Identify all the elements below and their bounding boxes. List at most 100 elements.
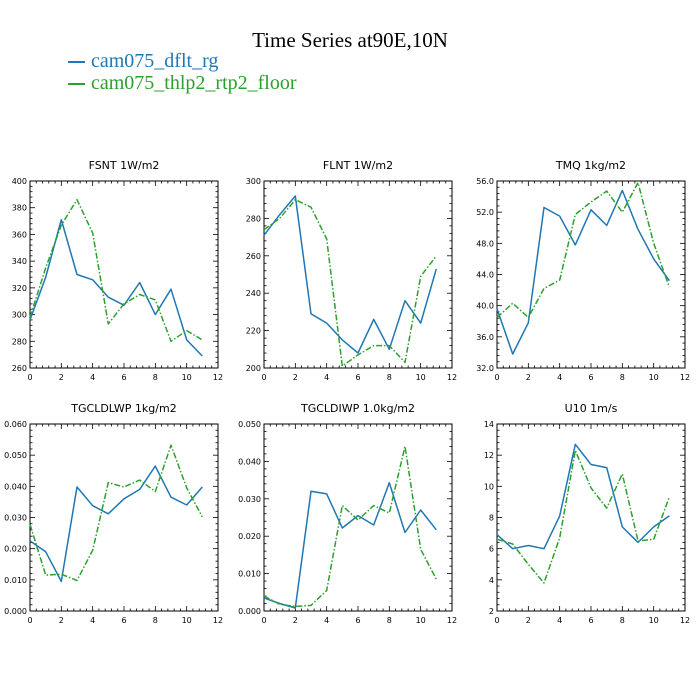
y-tick-label: 6 [489,545,494,554]
panel-3: TGCLDLWP 1kg/m2 0 2 4 6 8 10 12 0.000 0.010 0.020 0… [4,402,223,625]
x-tick-label: 8 [153,373,158,382]
x-tick-label: 4 [90,616,95,625]
y-tick-label: 0.050 [238,420,261,429]
y-tick-label: 12 [484,451,494,460]
panel-title-0: FSNT 1W/m2 [89,159,160,172]
y-tick-label: 14 [484,420,494,429]
series-line-0 [29,465,203,583]
panel-title-4: TGCLDIWP 1.0kg/m2 [300,402,415,415]
y-tick-label: 0.040 [4,482,27,491]
y-tick-label: 0.060 [4,420,27,429]
x-tick-label: 6 [121,616,126,625]
series-line-0 [29,218,203,357]
panel-title-5: U10 1m/s [565,402,618,415]
x-tick-label: 12 [680,373,690,382]
x-tick-label: 12 [213,373,223,382]
x-tick-label: 12 [447,616,457,625]
y-tick-label: 8 [489,514,494,523]
x-tick-label: 10 [416,373,426,382]
x-tick-label: 4 [324,373,329,382]
y-tick-label: 280 [246,214,261,223]
legend-item-1: cam075_thlp2_rtp2_floor [68,72,297,95]
series-line-1 [29,198,203,343]
plot-frame-4 [263,423,453,612]
y-tick-label: 300 [12,311,27,320]
y-tick-label: 300 [246,177,261,186]
series-line-0 [496,443,670,550]
y-tick-label: 0.040 [238,457,261,466]
x-tick-label: 12 [680,616,690,625]
y-tick-label: 10 [484,482,494,491]
series-line-0 [496,189,670,355]
y-tick-label: 52.0 [476,208,494,217]
x-tick-label: 2 [293,616,298,625]
x-tick-label: 10 [182,616,192,625]
series-line-1 [496,181,671,319]
x-tick-label: 4 [557,616,562,625]
x-tick-label: 12 [213,616,223,625]
x-tick-label: 6 [588,373,593,382]
x-tick-label: 4 [324,616,329,625]
x-tick-label: 4 [557,373,562,382]
y-tick-label: 260 [12,364,27,373]
series-line-1 [263,198,437,367]
panel-1: FLNT 1W/m2 0 2 4 6 8 10 12 200 220 240 260 280 300 [246,159,457,382]
panel-0: FSNT 1W/m2 0 2 4 6 8 10 12 260 280 300 320 340 360 380… [12,159,223,382]
x-tick-label: 6 [355,616,360,625]
series-line-1 [29,444,203,582]
y-tick-label: 220 [246,327,261,336]
y-tick-label: 40.0 [476,302,494,311]
y-tick-label: 0.010 [238,570,261,579]
x-tick-label: 6 [355,373,360,382]
x-tick-label: 10 [649,373,659,382]
x-tick-label: 6 [121,373,126,382]
y-tick-label: 380 [12,204,27,213]
series-line-0 [263,481,437,609]
x-tick-label: 0 [494,616,499,625]
y-tick-label: 56.0 [476,177,494,186]
y-tick-label: 200 [246,364,261,373]
x-tick-label: 2 [59,616,64,625]
y-tick-label: 4 [489,576,494,585]
legend-swatch-1 [68,83,85,86]
x-tick-label: 10 [649,616,659,625]
x-tick-label: 10 [182,373,192,382]
x-tick-label: 8 [620,373,625,382]
y-tick-label: 0.030 [4,514,27,523]
y-tick-label: 2 [489,607,494,616]
x-tick-label: 6 [588,616,593,625]
x-tick-label: 2 [59,373,64,382]
y-tick-label: 0.020 [4,545,27,554]
panel-4: TGCLDIWP 1.0kg/m2 0 2 4 6 8 10 12 0.000 0.010 0.02… [238,402,457,625]
plot-frame-0 [29,180,219,369]
x-tick-label: 4 [90,373,95,382]
x-tick-label: 8 [387,616,392,625]
y-tick-label: 0.000 [238,607,261,616]
x-tick-label: 2 [526,616,531,625]
series-line-1 [496,449,671,584]
x-tick-label: 2 [293,373,298,382]
x-tick-label: 2 [526,373,531,382]
x-tick-label: 12 [447,373,457,382]
y-tick-label: 44.0 [476,271,494,280]
y-tick-label: 0.020 [238,532,261,541]
panel-title-3: TGCLDLWP 1kg/m2 [70,402,176,415]
y-tick-label: 36.0 [476,333,494,342]
y-tick-label: 0.000 [4,607,27,616]
y-tick-label: 32.0 [476,364,494,373]
y-tick-label: 320 [12,284,27,293]
plot-frame-3 [29,423,219,612]
y-tick-label: 280 [12,337,27,346]
x-tick-label: 0 [261,373,266,382]
plot-frame-1 [263,180,453,369]
y-tick-label: 0.010 [4,576,27,585]
y-tick-label: 400 [12,177,27,186]
x-tick-label: 8 [153,616,158,625]
y-tick-label: 0.030 [238,495,261,504]
x-tick-label: 8 [620,616,625,625]
y-tick-label: 360 [12,230,27,239]
x-tick-label: 10 [416,616,426,625]
legend-swatch-0 [68,61,85,64]
